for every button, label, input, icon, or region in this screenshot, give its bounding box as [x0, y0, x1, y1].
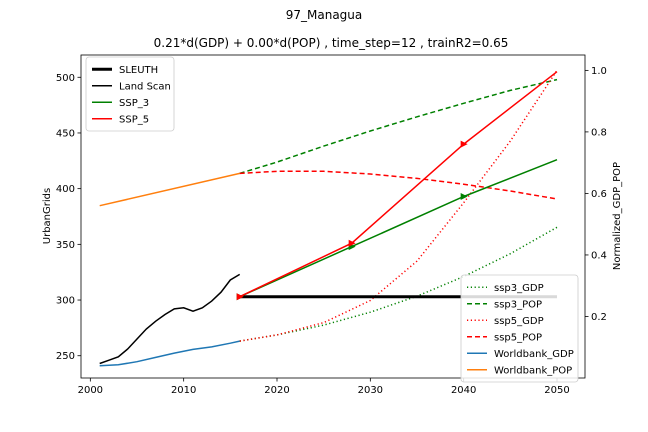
legend-right-label-ssp5-gdp: ssp5_GDP — [494, 316, 544, 327]
y-right-tick-label: 0.2 — [591, 312, 607, 323]
series-worldbank-pop — [99, 172, 240, 207]
chart-title: 0.21*d(GDP) + 0.00*d(POP) , time_step=12… — [154, 36, 509, 50]
series-ssp5-gdp — [239, 69, 558, 342]
legend-left-box — [85, 56, 175, 132]
y-right-tick-label: 0.6 — [591, 189, 607, 200]
marker-ssp-5-2016 — [236, 293, 244, 301]
marker-ssp-3-2040 — [460, 192, 468, 200]
x-tick-label: 2020 — [264, 385, 289, 396]
plot-frame — [80, 54, 586, 379]
series-ssp3-pop — [239, 78, 558, 175]
series-land-scan — [99, 273, 241, 365]
x-tick-label: 2000 — [78, 385, 103, 396]
y-tick-label: 500 — [56, 73, 75, 84]
legend-right-label-worldbank-gdp: Worldbank_GDP — [494, 349, 574, 360]
legend-right-label-worldbank-pop: Worldbank_POP — [494, 365, 572, 376]
x-tick-label: 2040 — [451, 385, 476, 396]
y-right-tick-label: 0.8 — [591, 127, 607, 138]
y-right-tick-label: 0.4 — [591, 250, 607, 261]
x-tick-label: 2050 — [544, 385, 569, 396]
legend-left-label-ssp-3: SSP_3 — [119, 98, 149, 109]
legend-right-box — [460, 274, 579, 383]
x-tick-label: 2010 — [171, 385, 196, 396]
legend-right-label-ssp3-gdp: ssp3_GDP — [494, 283, 544, 294]
series-worldbank-gdp — [99, 340, 240, 367]
legends: SLEUTH Land Scan SSP_3 SSP_5 ssp3_GDP ssp3_PO… — [85, 56, 579, 383]
y-tick-label: 250 — [56, 351, 75, 362]
x-tick-label: 2030 — [358, 385, 383, 396]
figure-suptitle: 97_Managua — [286, 8, 363, 22]
series-ssp5-pop — [239, 170, 558, 200]
marker-ssp-5-2040 — [460, 140, 468, 148]
series-ssp-3 — [239, 159, 558, 298]
y-tick-label: 450 — [56, 128, 75, 139]
legend-right-label-ssp5-pop: ssp5_POP — [494, 332, 542, 343]
series-ssp-5 — [239, 71, 558, 298]
legend-right-label-ssp3-pop: ssp3_POP — [494, 299, 542, 310]
y-tick-label: 400 — [56, 184, 75, 195]
legend-left-label-land-scan: Land Scan — [119, 81, 171, 92]
marker-ssp-5-2028 — [348, 239, 356, 247]
plot-series — [99, 69, 558, 367]
legend-left-label-sleuth: SLEUTH — [119, 65, 158, 76]
y-tick-label: 350 — [56, 240, 75, 251]
y-axis-label-right: Normalized_GDP_POP — [612, 162, 623, 270]
legend-left-label-ssp-5: SSP_5 — [119, 114, 149, 125]
y-tick-label: 300 — [56, 296, 75, 307]
y-axis-label: UrbanGrids — [42, 188, 53, 244]
y-right-tick-label: 1.0 — [591, 66, 607, 77]
